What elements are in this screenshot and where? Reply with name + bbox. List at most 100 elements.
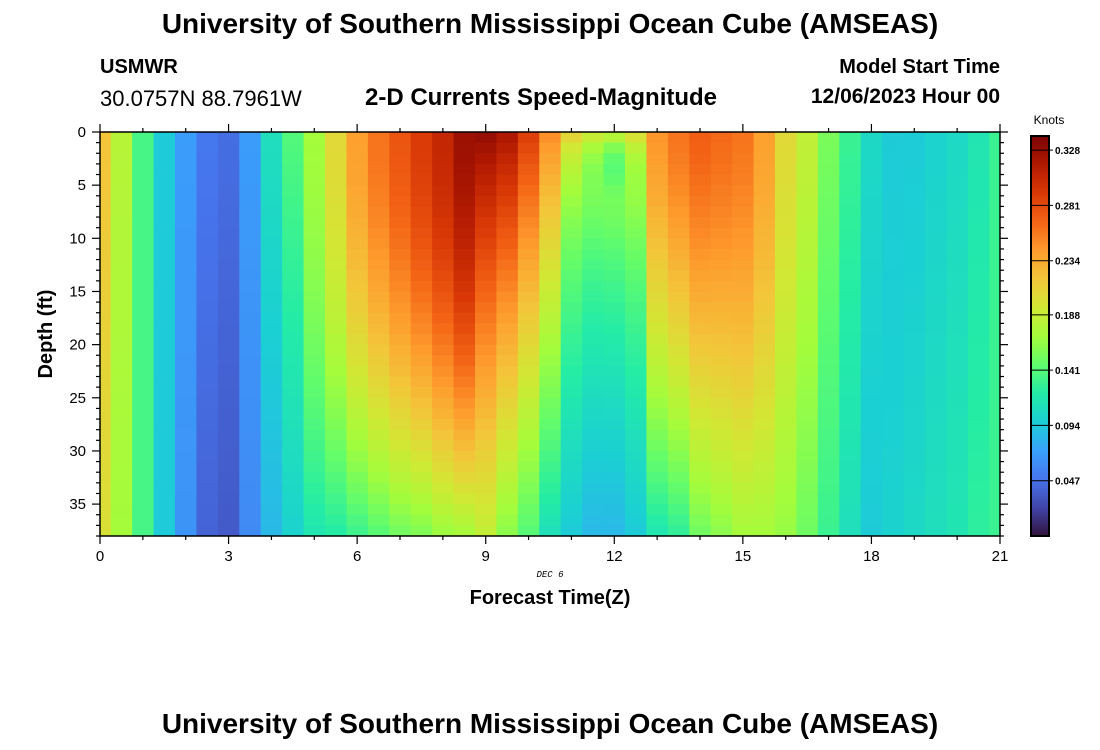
heatmap-cell (346, 142, 369, 154)
heatmap-cell (989, 227, 1001, 239)
heatmap-cell (110, 248, 133, 261)
heatmap-cell (646, 227, 669, 239)
colorbar-segment (1031, 164, 1049, 167)
heatmap-cell (646, 217, 669, 229)
colorbar-segment (1031, 364, 1049, 367)
heatmap-cell (217, 217, 240, 229)
heatmap-cell (132, 525, 155, 537)
heatmap-cell (560, 280, 583, 292)
colorbar-segment (1031, 378, 1049, 381)
heatmap-cell (132, 270, 155, 282)
heatmap-cell (239, 450, 262, 463)
heatmap-cell (282, 429, 305, 441)
heatmap-cell (303, 482, 326, 494)
colorbar-segment (1031, 368, 1049, 371)
heatmap-cell (839, 302, 862, 314)
heatmap-cell (153, 206, 176, 218)
heatmap-cell (775, 461, 797, 473)
heatmap-cell (410, 344, 433, 356)
heatmap-cell (432, 472, 455, 484)
heatmap-cell (239, 163, 262, 176)
heatmap-cell (100, 344, 112, 356)
heatmap-cell (989, 334, 1001, 346)
heatmap-cell (582, 142, 605, 154)
colorbar-segment (1031, 458, 1049, 461)
heatmap-cell (496, 323, 519, 335)
colorbar-segment (1031, 362, 1049, 365)
heatmap-cell (625, 163, 647, 176)
heatmap-cell (367, 525, 390, 537)
heatmap-cell (882, 238, 905, 250)
heatmap-cell (925, 461, 947, 473)
heatmap-cell (860, 174, 883, 186)
heatmap-cell (453, 525, 476, 537)
heatmap-cell (710, 302, 733, 314)
heatmap-cell (453, 174, 476, 186)
colorbar-segment (1031, 238, 1049, 241)
heatmap-cell (496, 504, 519, 516)
heatmap-cell (346, 163, 369, 176)
heatmap-cell (539, 153, 562, 165)
heatmap-cell (603, 472, 626, 484)
heatmap-cell (132, 355, 155, 367)
heatmap-cell (346, 323, 369, 335)
heatmap-cell (453, 153, 476, 165)
heatmap-cell (239, 132, 262, 144)
colorbar-segment (1031, 498, 1049, 501)
heatmap-cell (303, 185, 326, 197)
heatmap-cell (582, 227, 605, 239)
colorbar-segment (1031, 292, 1049, 295)
heatmap-cell (689, 525, 712, 537)
heatmap-cell (967, 334, 990, 346)
heatmap-cell (282, 440, 305, 452)
heatmap-cell (603, 419, 626, 431)
heatmap-cell (475, 142, 497, 154)
colorbar-segment (1031, 206, 1049, 209)
heatmap-cell (496, 312, 519, 324)
heatmap-cell (925, 259, 947, 271)
heatmap-cell (325, 376, 347, 388)
heatmap-cell (946, 408, 969, 420)
colorbar-segment (1031, 178, 1049, 181)
heatmap-cell (710, 153, 733, 165)
heatmap-cell (710, 387, 733, 399)
heatmap-cell (153, 504, 176, 516)
heatmap-cell (453, 450, 476, 463)
heatmap-cell (775, 312, 797, 324)
heatmap-cell (689, 334, 712, 346)
colorbar-segment (1031, 526, 1049, 529)
heatmap-cell (667, 291, 690, 303)
heatmap-cell (946, 387, 969, 399)
heatmap-cell (817, 493, 840, 505)
heatmap-cell (346, 408, 369, 420)
heatmap-cell (196, 227, 219, 239)
heatmap-cell (689, 248, 712, 261)
y-tick-label: 5 (78, 177, 86, 194)
heatmap-cell (346, 429, 369, 441)
heatmap-cell (539, 163, 562, 176)
heatmap-cell (217, 312, 240, 324)
heatmap-cell (217, 355, 240, 367)
heatmap-cell (432, 259, 455, 271)
heatmap-cell (453, 397, 476, 409)
heatmap-cell (110, 238, 133, 250)
heatmap-cell (367, 323, 390, 335)
heatmap-cell (560, 238, 583, 250)
heatmap-cell (110, 195, 133, 207)
heatmap-cell (903, 259, 926, 271)
heatmap-cell (496, 248, 519, 261)
heatmap-cell (432, 163, 455, 176)
colorbar-segment (1031, 316, 1049, 319)
colorbar-segment (1031, 274, 1049, 277)
heatmap-cell (475, 185, 497, 197)
heatmap-cell (560, 206, 583, 218)
heatmap-cell (667, 163, 690, 176)
heatmap-cell (239, 482, 262, 494)
heatmap-cell (517, 334, 540, 346)
heatmap-cell (496, 450, 519, 463)
heatmap-cell (517, 248, 540, 261)
colorbar-segment (1031, 380, 1049, 383)
heatmap-cell (110, 450, 133, 463)
colorbar-segment (1031, 460, 1049, 463)
